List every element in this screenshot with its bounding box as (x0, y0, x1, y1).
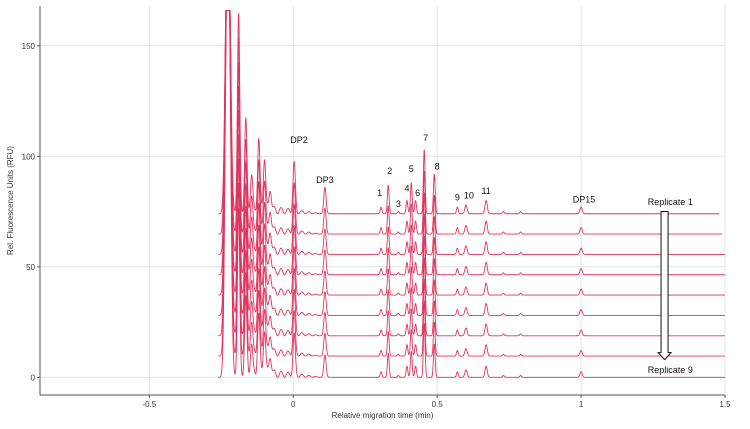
x-tick-label: 0.5 (432, 400, 444, 409)
replicate-label: Replicate 1 (648, 197, 693, 207)
replicate-label: Replicate 9 (648, 365, 693, 375)
peak-label: 1 (377, 188, 382, 198)
y-tick-label: 150 (22, 42, 36, 51)
peak-label: DP2 (290, 135, 308, 145)
peak-label: 3 (396, 199, 401, 209)
replicate-trace (218, 9, 725, 316)
y-axis-title: Rel. Fluorescence Units (RFU) (6, 146, 15, 255)
peak-label: 9 (455, 193, 460, 203)
peak-label: 11 (481, 186, 490, 196)
replicate-trace (218, 9, 720, 215)
replicate-trace (218, 9, 725, 276)
peak-label: DP15 (573, 195, 596, 205)
replicate-arrow (656, 211, 673, 361)
replicate-trace (217, 9, 725, 357)
peak-label: 6 (415, 188, 420, 198)
y-tick-label: 100 (22, 152, 36, 161)
x-tick-label: -0.5 (142, 400, 156, 409)
peak-label: 10 (464, 190, 474, 200)
trace-group (217, 9, 725, 378)
y-tick-label: 0 (31, 373, 36, 382)
x-tick-label: 1 (579, 400, 584, 409)
replicate-trace (218, 9, 725, 255)
replicate-trace (217, 9, 725, 378)
grid-lines (40, 6, 726, 395)
axes: -0.5 0 0.5 1 1.5 0 50 100 150 (22, 6, 731, 409)
annotation-group: DP2 DP3 1 2 345 6 7 8 9 10 11 DP15 Replicate 1 Replic… (290, 133, 693, 375)
x-tick-label: 0 (291, 400, 296, 409)
replicate-trace (217, 9, 725, 296)
y-tick-label: 50 (26, 263, 35, 272)
peak-label: 4 (404, 184, 409, 194)
replicate-trace (217, 9, 723, 235)
peak-label: 2 (387, 166, 392, 176)
peak-label: 5 (409, 164, 414, 174)
peak-label: 8 (435, 162, 440, 172)
peak-label: DP3 (316, 175, 334, 185)
x-axis-title: Relative migration time (min) (332, 411, 434, 420)
peak-label: 7 (423, 133, 428, 143)
x-tick-label: 1.5 (719, 400, 731, 409)
replicate-trace (217, 9, 725, 337)
